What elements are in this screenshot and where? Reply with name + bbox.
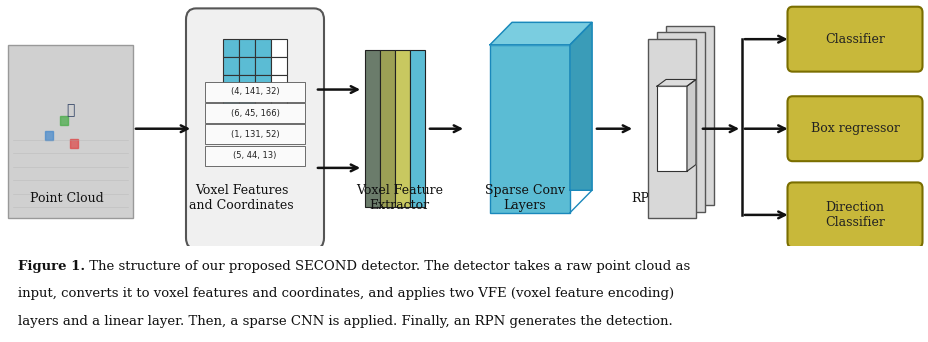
Bar	[254, 93, 271, 111]
Bar	[648, 39, 695, 218]
Text: Voxel Features
and Coordinates: Voxel Features and Coordinates	[189, 184, 293, 212]
Polygon shape	[656, 79, 695, 86]
Text: Direction
Classifier: Direction Classifier	[824, 201, 884, 229]
Bar	[205, 124, 304, 144]
Bar	[70, 139, 78, 148]
Text: input, converts it to voxel features and coordinates, and applies two VFE (voxel: input, converts it to voxel features and…	[19, 288, 674, 301]
Bar	[254, 75, 271, 93]
Bar	[409, 50, 424, 207]
Polygon shape	[687, 79, 695, 171]
Text: (4, 141, 32): (4, 141, 32)	[230, 87, 279, 96]
Text: RPN: RPN	[630, 192, 660, 205]
Text: Sparse Conv
Layers: Sparse Conv Layers	[484, 184, 564, 212]
Text: Figure 1.: Figure 1.	[19, 260, 85, 273]
Text: Voxel Feature
Extractor: Voxel Feature Extractor	[355, 184, 443, 212]
Bar	[489, 45, 570, 213]
Bar	[271, 75, 287, 93]
Bar	[254, 57, 271, 75]
Bar	[238, 39, 254, 57]
Bar	[254, 39, 271, 57]
Bar	[656, 32, 704, 212]
Bar	[238, 75, 254, 93]
Bar	[205, 145, 304, 166]
FancyBboxPatch shape	[787, 182, 922, 247]
Bar	[365, 50, 380, 207]
Polygon shape	[489, 22, 591, 45]
Bar	[205, 82, 304, 102]
Bar	[223, 39, 238, 57]
Text: 🚙: 🚙	[66, 104, 74, 118]
Text: Point Cloud: Point Cloud	[30, 192, 104, 205]
Bar	[271, 39, 287, 57]
Text: The structure of our proposed SECOND detector. The detector takes a raw point cl: The structure of our proposed SECOND det…	[84, 260, 690, 273]
Text: (5, 44, 13): (5, 44, 13)	[233, 151, 277, 160]
Bar	[271, 93, 287, 111]
Text: layers and a linear layer. Then, a sparse CNN is applied. Finally, an RPN genera: layers and a linear layer. Then, a spars…	[19, 315, 673, 328]
Bar	[665, 26, 714, 205]
Bar	[380, 50, 394, 207]
Bar	[656, 86, 687, 171]
Bar	[45, 131, 53, 140]
Bar	[238, 57, 254, 75]
FancyBboxPatch shape	[787, 7, 922, 71]
Bar	[205, 103, 304, 123]
Bar	[394, 50, 409, 207]
Bar	[60, 116, 68, 126]
Text: Box regressor: Box regressor	[810, 122, 898, 135]
Text: Classifier: Classifier	[824, 33, 884, 46]
Bar	[223, 57, 238, 75]
Text: (1, 131, 52): (1, 131, 52)	[230, 130, 279, 139]
Bar	[8, 45, 133, 218]
Bar	[271, 57, 287, 75]
Bar	[223, 93, 238, 111]
Bar	[223, 75, 238, 93]
FancyBboxPatch shape	[186, 9, 324, 249]
FancyBboxPatch shape	[787, 96, 922, 161]
Bar	[238, 93, 254, 111]
Text: (6, 45, 166): (6, 45, 166)	[230, 108, 279, 118]
Polygon shape	[570, 22, 591, 190]
